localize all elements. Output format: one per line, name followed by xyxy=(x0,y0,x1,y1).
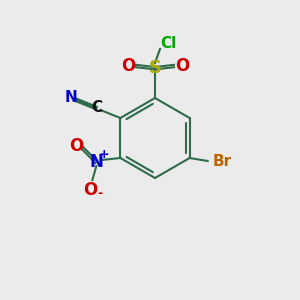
Text: O: O xyxy=(121,57,135,75)
Text: -: - xyxy=(98,188,103,200)
Text: O: O xyxy=(175,57,189,75)
Text: S: S xyxy=(148,59,161,77)
Text: C: C xyxy=(91,100,102,116)
Text: N: N xyxy=(89,153,103,171)
Text: O: O xyxy=(83,181,98,199)
Text: O: O xyxy=(69,137,83,155)
Text: Cl: Cl xyxy=(160,35,176,50)
Text: N: N xyxy=(65,91,78,106)
Text: +: + xyxy=(99,148,110,161)
Text: Br: Br xyxy=(213,154,232,169)
